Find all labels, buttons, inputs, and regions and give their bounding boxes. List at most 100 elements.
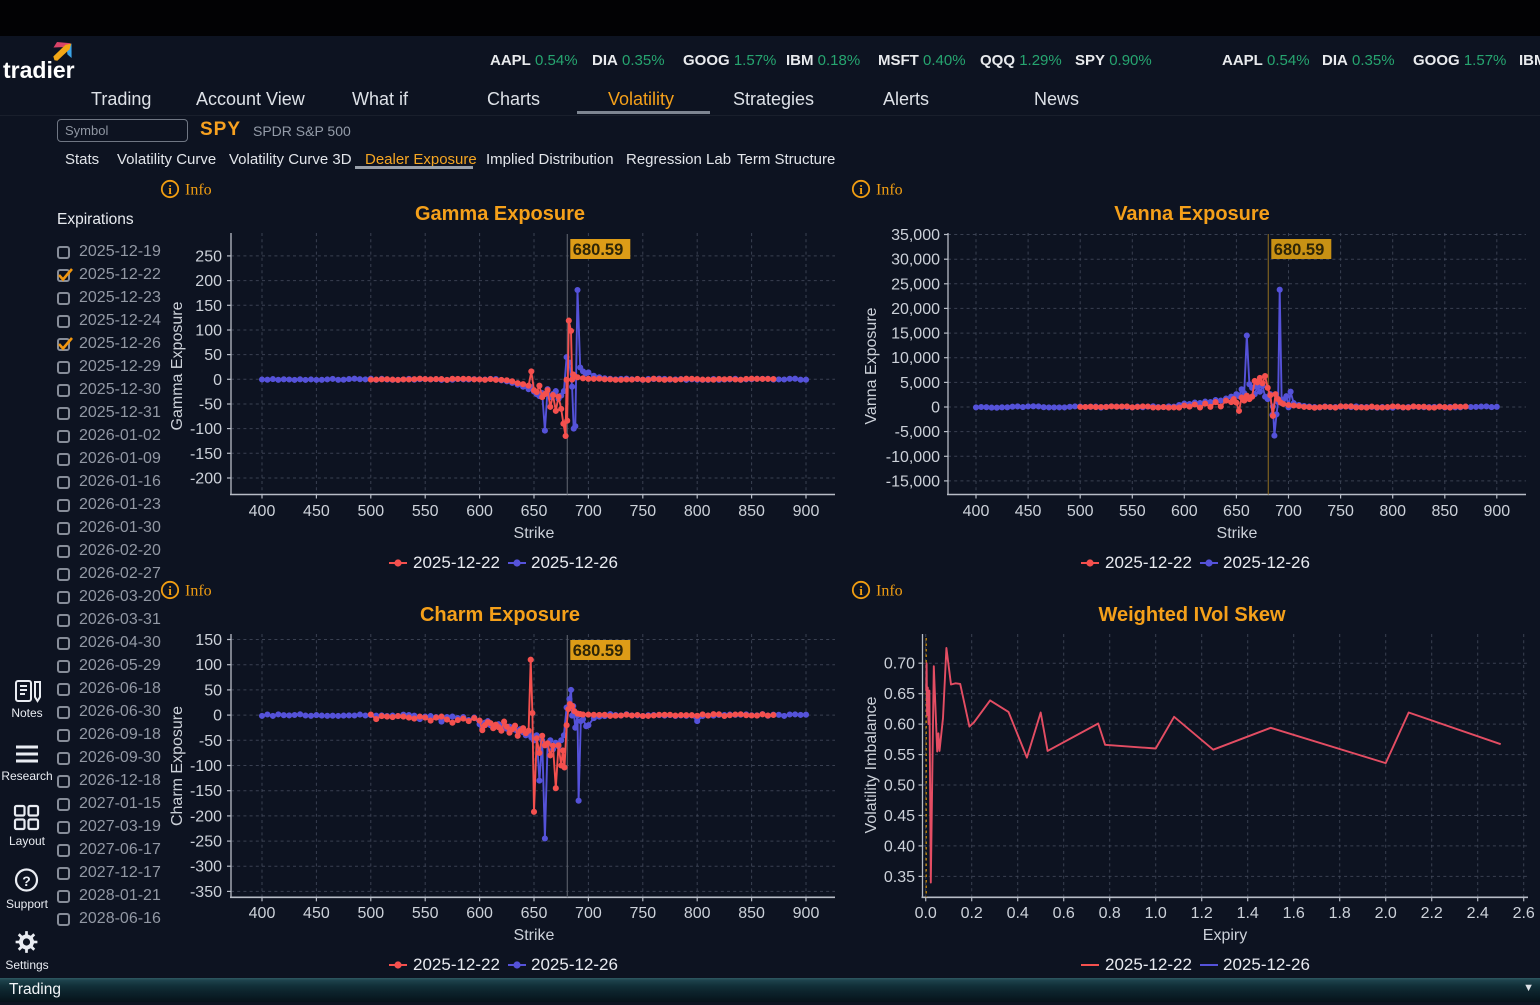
svg-text:850: 850 bbox=[738, 905, 765, 922]
svg-text:5,000: 5,000 bbox=[900, 375, 940, 392]
svg-text:550: 550 bbox=[412, 503, 439, 520]
svg-text:500: 500 bbox=[1067, 503, 1094, 520]
svg-text:i: i bbox=[859, 182, 863, 197]
svg-text:-100: -100 bbox=[190, 758, 222, 775]
svg-text:50: 50 bbox=[204, 347, 222, 364]
svg-text:Charm Exposure: Charm Exposure bbox=[420, 604, 580, 626]
svg-text:Expiry: Expiry bbox=[1203, 927, 1247, 944]
svg-text:2025-12-22: 2025-12-22 bbox=[1105, 955, 1192, 974]
svg-text:0.40: 0.40 bbox=[884, 838, 915, 855]
svg-text:750: 750 bbox=[629, 503, 656, 520]
svg-text:2.2: 2.2 bbox=[1421, 905, 1443, 922]
svg-text:900: 900 bbox=[1483, 503, 1510, 520]
svg-text:30,000: 30,000 bbox=[891, 252, 940, 269]
svg-text:15,000: 15,000 bbox=[891, 326, 940, 343]
svg-text:0.2: 0.2 bbox=[961, 905, 983, 922]
svg-text:0.45: 0.45 bbox=[884, 808, 915, 825]
svg-text:i: i bbox=[168, 583, 172, 598]
svg-text:0.55: 0.55 bbox=[884, 747, 915, 764]
svg-text:-300: -300 bbox=[190, 859, 222, 876]
svg-text:450: 450 bbox=[303, 503, 330, 520]
svg-text:1.4: 1.4 bbox=[1237, 905, 1259, 922]
svg-text:100: 100 bbox=[195, 657, 222, 674]
svg-text:Layout: Layout bbox=[9, 834, 46, 848]
svg-text:1.6: 1.6 bbox=[1283, 905, 1305, 922]
svg-text:400: 400 bbox=[249, 905, 276, 922]
svg-text:800: 800 bbox=[684, 503, 711, 520]
svg-text:20,000: 20,000 bbox=[891, 301, 940, 318]
svg-text:10,000: 10,000 bbox=[891, 350, 940, 367]
svg-text:1.8: 1.8 bbox=[1329, 905, 1351, 922]
svg-text:800: 800 bbox=[1379, 503, 1406, 520]
svg-text:1.0: 1.0 bbox=[1145, 905, 1167, 922]
svg-text:-50: -50 bbox=[199, 397, 222, 414]
svg-text:-50: -50 bbox=[199, 733, 222, 750]
svg-text:Strike: Strike bbox=[1217, 525, 1258, 542]
svg-text:2.6: 2.6 bbox=[1513, 905, 1535, 922]
svg-text:0: 0 bbox=[213, 708, 222, 725]
svg-text:-5,000: -5,000 bbox=[895, 424, 940, 441]
svg-text:Research: Research bbox=[1, 769, 52, 783]
svg-text:-250: -250 bbox=[190, 834, 222, 851]
svg-text:Info: Info bbox=[876, 583, 903, 600]
svg-text:500: 500 bbox=[357, 905, 384, 922]
svg-text:Vanna Exposure: Vanna Exposure bbox=[863, 307, 880, 424]
svg-text:680.59: 680.59 bbox=[573, 241, 623, 259]
svg-text:-150: -150 bbox=[190, 783, 222, 800]
svg-text:100: 100 bbox=[195, 323, 222, 340]
svg-text:-350: -350 bbox=[190, 884, 222, 901]
svg-text:Gamma Exposure: Gamma Exposure bbox=[415, 203, 585, 225]
svg-text:0.70: 0.70 bbox=[884, 656, 915, 673]
svg-text:2025-12-22: 2025-12-22 bbox=[413, 553, 500, 572]
svg-text:0.50: 0.50 bbox=[884, 778, 915, 795]
svg-text:600: 600 bbox=[1171, 503, 1198, 520]
svg-text:2025-12-26: 2025-12-26 bbox=[531, 553, 618, 572]
svg-text:1.2: 1.2 bbox=[1191, 905, 1213, 922]
svg-text:550: 550 bbox=[412, 905, 439, 922]
svg-text:Charm Exposure: Charm Exposure bbox=[169, 706, 186, 826]
svg-text:650: 650 bbox=[521, 503, 548, 520]
svg-text:35,000: 35,000 bbox=[891, 227, 940, 244]
svg-text:0.0: 0.0 bbox=[915, 905, 937, 922]
svg-text:-15,000: -15,000 bbox=[886, 473, 940, 490]
svg-text:0.65: 0.65 bbox=[884, 686, 915, 703]
svg-text:Strike: Strike bbox=[514, 525, 555, 542]
svg-text:Strike: Strike bbox=[514, 927, 555, 944]
svg-text:2025-12-22: 2025-12-22 bbox=[413, 955, 500, 974]
svg-text:500: 500 bbox=[357, 503, 384, 520]
svg-text:-100: -100 bbox=[190, 421, 222, 438]
svg-text:150: 150 bbox=[195, 298, 222, 315]
svg-text:800: 800 bbox=[684, 905, 711, 922]
svg-text:2.0: 2.0 bbox=[1375, 905, 1397, 922]
svg-text:700: 700 bbox=[575, 503, 602, 520]
svg-text:900: 900 bbox=[793, 905, 820, 922]
svg-text:0.8: 0.8 bbox=[1099, 905, 1121, 922]
svg-text:400: 400 bbox=[249, 503, 276, 520]
svg-text:200: 200 bbox=[195, 273, 222, 290]
svg-text:550: 550 bbox=[1119, 503, 1146, 520]
svg-text:750: 750 bbox=[629, 905, 656, 922]
svg-text:-200: -200 bbox=[190, 471, 222, 488]
svg-text:680.59: 680.59 bbox=[1274, 241, 1324, 259]
svg-text:250: 250 bbox=[195, 248, 222, 265]
svg-text:400: 400 bbox=[963, 503, 990, 520]
svg-text:Info: Info bbox=[185, 583, 212, 600]
svg-text:i: i bbox=[168, 182, 172, 197]
svg-text:0.60: 0.60 bbox=[884, 717, 915, 734]
svg-text:650: 650 bbox=[521, 905, 548, 922]
svg-text:2025-12-26: 2025-12-26 bbox=[1223, 955, 1310, 974]
svg-text:0.6: 0.6 bbox=[1053, 905, 1075, 922]
svg-text:i: i bbox=[859, 583, 863, 598]
svg-text:Notes: Notes bbox=[11, 706, 42, 720]
svg-text:-200: -200 bbox=[190, 808, 222, 825]
svg-text:600: 600 bbox=[466, 905, 493, 922]
svg-text:900: 900 bbox=[793, 503, 820, 520]
svg-text:Volatility Imbalance: Volatility Imbalance bbox=[863, 696, 880, 833]
svg-text:750: 750 bbox=[1327, 503, 1354, 520]
svg-text:Info: Info bbox=[876, 182, 903, 199]
svg-text:0.35: 0.35 bbox=[884, 869, 915, 886]
svg-text:Support: Support bbox=[6, 897, 49, 911]
svg-text:600: 600 bbox=[466, 503, 493, 520]
svg-text:0: 0 bbox=[213, 372, 222, 389]
svg-text:Info: Info bbox=[185, 182, 212, 199]
